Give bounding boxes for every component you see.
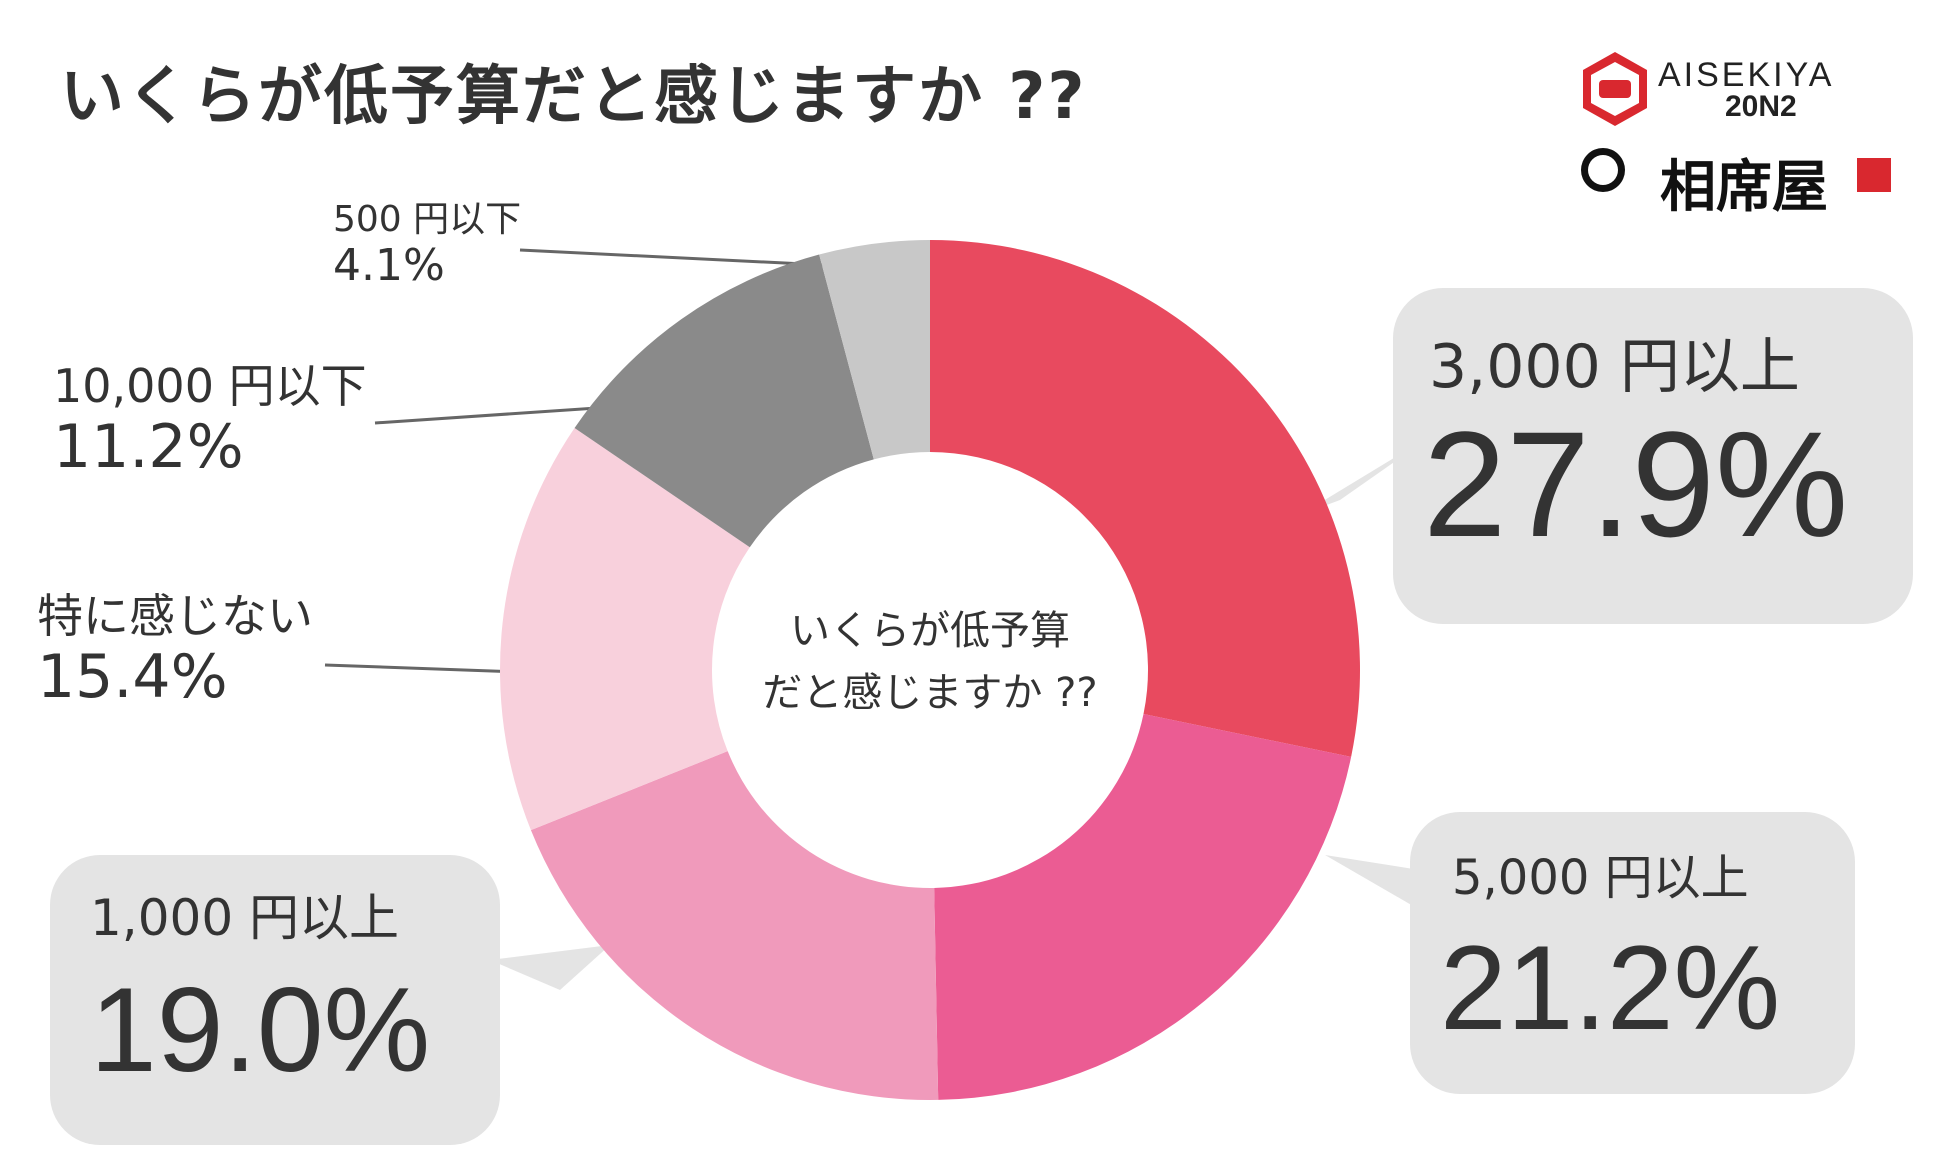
label-10000-below: 10,000 円以下 11.2% (53, 350, 367, 482)
label-500-below-percent: 4.1% (333, 240, 445, 291)
slice-1000-above (530, 751, 939, 1100)
bubble-5000-above-category: 5,000 円以上 (1452, 850, 1749, 906)
center-label-line1: いくらが低予算 (790, 608, 1070, 654)
slice-no-feeling (500, 427, 750, 831)
label-no-feeling-percent: 15.4% (37, 642, 228, 712)
bubble-3000-above-category: 3,000 円以上 (1429, 332, 1800, 402)
logo-brand: AISEKIYA (1658, 56, 1835, 94)
bubble-label-1000-above: 1,000 円以上 19.0% (90, 878, 430, 1090)
label-500-below: 500 円以下 4.1% (333, 190, 521, 291)
slice-500-below (819, 240, 930, 460)
label-10000-below-category: 10,000 円以下 (53, 359, 367, 413)
center-label-line2: だと感じますか ?? (762, 670, 1098, 716)
label-10000-below-percent: 11.2% (53, 412, 244, 482)
bubble-5000-above-percent: 21.2% (1440, 921, 1781, 1055)
label-500-below-category: 500 円以下 (333, 199, 522, 240)
bubble-1000-above-category: 1,000 円以上 (90, 889, 400, 947)
slice-3000-above (930, 240, 1361, 757)
bubble-1000-above (50, 855, 610, 1145)
bubble-1000-above-percent: 19.0% (90, 963, 431, 1097)
donut-center-label: いくらが低予算 だと感じますか ?? (700, 600, 1160, 724)
logo: AISEKIYA 20N2 相席屋 (1575, 50, 1905, 220)
bubble-label-5000-above: 5,000 円以上 21.2% (1440, 838, 1780, 1048)
label-no-feeling-category: 特に感じない (37, 589, 313, 643)
logo-version: 20N2 (1725, 90, 1797, 123)
bubble-3000-above (1300, 288, 1913, 624)
label-no-feeling: 特に感じない 15.4% (37, 580, 313, 712)
chart-title: いくらが低予算だと感じますか ?? (60, 60, 1087, 134)
donut-slices (500, 240, 1361, 1100)
aisekiya-emblem-icon (1581, 52, 1891, 192)
slice-5000-above (934, 714, 1352, 1100)
bubble-5000-above (1325, 812, 1855, 1094)
bubble-3000-above-percent: 27.9% (1423, 400, 1849, 568)
slice-10000-below (574, 254, 874, 548)
logo-japanese-name: 相席屋 (1660, 154, 1828, 220)
bubble-label-3000-above: 3,000 円以上 27.9% (1423, 318, 1848, 559)
